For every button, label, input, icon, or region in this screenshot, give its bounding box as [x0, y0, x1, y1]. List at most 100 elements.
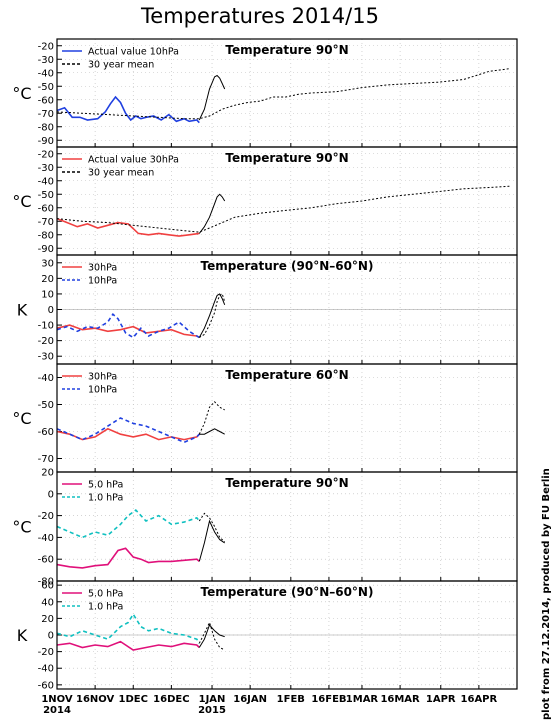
- x-tick-label: 1APR: [426, 694, 456, 705]
- series-line-30hpa: [56, 324, 200, 339]
- panel-1: -90 -80 -70 -60 -50 -40 -30 -20 °C Actual value 1…: [12, 38, 518, 148]
- series-line-10hpa: [56, 417, 200, 444]
- panel-title: Temperature 60°N: [225, 368, 348, 382]
- legend-label: 5.0 hPa: [88, 589, 123, 600]
- y-tick-label: -40: [38, 176, 54, 187]
- legend-label: Actual value 10hPa: [88, 47, 179, 58]
- series-line-extension: [198, 519, 225, 562]
- series-line-actual-value-10hpa: [56, 95, 200, 124]
- series-line-extension: [198, 401, 225, 435]
- y-axis-label: K: [17, 626, 28, 645]
- series-line-extension: [199, 428, 225, 435]
- x-tick-label: 16NOV: [76, 694, 115, 705]
- y-tick-label: 0: [48, 305, 54, 316]
- y-tick-label: -80: [38, 230, 54, 241]
- y-tick-label: 40: [41, 597, 54, 608]
- series-line-30-year-mean: [56, 185, 510, 233]
- panel-title: Temperature 90°N: [225, 476, 348, 490]
- y-tick-label: -60: [38, 680, 54, 691]
- panel-title: Temperature 90°N: [225, 151, 348, 165]
- panel-6: -60 -40 -20 0 20 40 60 K 5.0 hPa 1.0 hPa Temperatu…: [17, 580, 518, 691]
- y-tick-label: -90: [38, 244, 54, 255]
- y-tick-label: -50: [38, 400, 54, 411]
- y-tick-label: -50: [38, 190, 54, 201]
- y-tick-label: -70: [38, 109, 54, 120]
- credit-note: plot from 27.12.2014, produced by FU Ber…: [541, 468, 552, 720]
- y-tick-label: -70: [38, 217, 54, 228]
- series-line-1-0-hpa: [56, 612, 200, 644]
- panel-title: Temperature (90°N–60°N): [201, 259, 374, 273]
- series-line-extension: [198, 621, 225, 651]
- y-tick-label: -40: [38, 68, 54, 79]
- y-tick-label: -40: [38, 373, 54, 384]
- y-axis-label: K: [17, 301, 28, 320]
- y-tick-label: 60: [41, 581, 54, 592]
- y-tick-label: -50: [38, 82, 54, 93]
- series-line-extension: [198, 624, 225, 648]
- y-tick-label: -70: [38, 454, 54, 465]
- y-tick-label: -60: [38, 427, 54, 438]
- legend-label: 1.0 hPa: [88, 602, 123, 613]
- legend-label: 5.0 hPa: [88, 480, 123, 491]
- y-tick-label: 0: [48, 489, 54, 500]
- legend-label: Actual value 30hPa: [88, 155, 179, 166]
- series-line-extension: [198, 193, 226, 234]
- legend-label: 10hPa: [88, 385, 117, 396]
- panel-4: -70 -60 -50 -40 °C 30hPa 10hPa Temperature 60°N: [12, 363, 518, 473]
- y-tick-label: 20: [41, 468, 54, 479]
- series-line-extension: [198, 74, 226, 121]
- x-tick-label: 16JAN: [233, 694, 267, 705]
- y-tick-label: -20: [38, 511, 54, 522]
- y-tick-label: -90: [38, 136, 54, 147]
- x-year-label: 2015: [198, 705, 226, 716]
- y-tick-label: -40: [38, 664, 54, 675]
- x-tick-label: 1NOV: [41, 694, 73, 705]
- chart-title: Temperatures 2014/15: [141, 4, 379, 28]
- y-tick-label: -20: [38, 41, 54, 52]
- panel-frame: [56, 580, 518, 690]
- y-tick-label: -60: [38, 203, 54, 214]
- panel-title: Temperature 90°N: [225, 43, 348, 57]
- series-line-actual-value-30hpa: [56, 217, 200, 237]
- y-tick-label: -40: [38, 533, 54, 544]
- y-tick-label: -80: [38, 577, 54, 588]
- x-tick-label: 1DEC: [119, 694, 148, 705]
- x-tick-label: 16DEC: [153, 694, 189, 705]
- series-line-30-year-mean: [56, 68, 510, 120]
- series-line-extension: [198, 512, 226, 543]
- y-tick-label: -20: [38, 647, 54, 658]
- panel-2: -90 -80 -70 -60 -50 -40 -30 -20 °C Actual value 3…: [12, 146, 518, 256]
- series-line-1-0-hpa: [56, 509, 200, 539]
- y-tick-label: 20: [41, 274, 54, 285]
- x-tick-label: 1FEB: [277, 694, 305, 705]
- series-line-5-0-hpa: [56, 640, 200, 651]
- panel-3: -30 -20 -10 0 10 20 30 K 30hPa 10hPa Temperature (…: [17, 254, 518, 365]
- x-tick-label: 1JAN: [199, 694, 226, 705]
- y-tick-label: -30: [38, 163, 54, 174]
- x-tick-label: 16APR: [461, 694, 498, 705]
- y-tick-label: -80: [38, 122, 54, 133]
- y-tick-label: 0: [48, 631, 54, 642]
- series-line-30hpa: [56, 427, 200, 441]
- series-line-extension: [198, 293, 226, 338]
- legend-label: 30 year mean: [88, 60, 154, 71]
- legend-label: 30 year mean: [88, 168, 154, 179]
- y-tick-label: -10: [38, 321, 54, 332]
- y-tick-label: 20: [41, 614, 54, 625]
- legend-label: 1.0 hPa: [88, 493, 123, 504]
- y-axis-label: °C: [12, 518, 31, 537]
- y-axis-label: °C: [12, 409, 31, 428]
- x-tick-label: 16MAR: [380, 694, 420, 705]
- legend-label: 10hPa: [88, 276, 117, 287]
- y-tick-label: 30: [41, 258, 54, 269]
- x-tick-label: 16FEB: [311, 694, 346, 705]
- y-tick-label: -60: [38, 555, 54, 566]
- y-tick-label: -30: [38, 55, 54, 66]
- y-tick-label: -60: [38, 95, 54, 106]
- y-axis-label: °C: [12, 192, 31, 211]
- panel-5: -80 -60 -40 -20 0 20 °C 5.0 hPa 1.0 hPa Temperatu…: [12, 468, 518, 588]
- legend-label: 30hPa: [88, 372, 117, 383]
- y-axis-label: °C: [12, 84, 31, 103]
- x-tick-label: 1MAR: [346, 694, 379, 705]
